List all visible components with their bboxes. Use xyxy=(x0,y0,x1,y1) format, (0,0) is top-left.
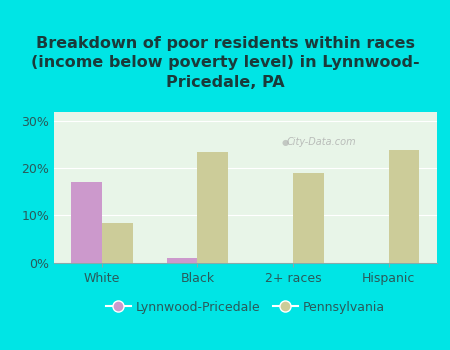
Bar xyxy=(72,182,102,262)
Text: ●: ● xyxy=(282,138,289,147)
Bar xyxy=(167,258,198,262)
Text: City-Data.com: City-Data.com xyxy=(287,137,356,147)
Text: Breakdown of poor residents within races
(income below poverty level) in Lynnwoo: Breakdown of poor residents within races… xyxy=(31,36,419,90)
Bar xyxy=(388,149,419,262)
Legend: Lynnwood-Pricedale, Pennsylvania: Lynnwood-Pricedale, Pennsylvania xyxy=(101,296,390,319)
Bar xyxy=(293,173,324,262)
Bar xyxy=(198,152,228,262)
Bar xyxy=(102,223,133,262)
